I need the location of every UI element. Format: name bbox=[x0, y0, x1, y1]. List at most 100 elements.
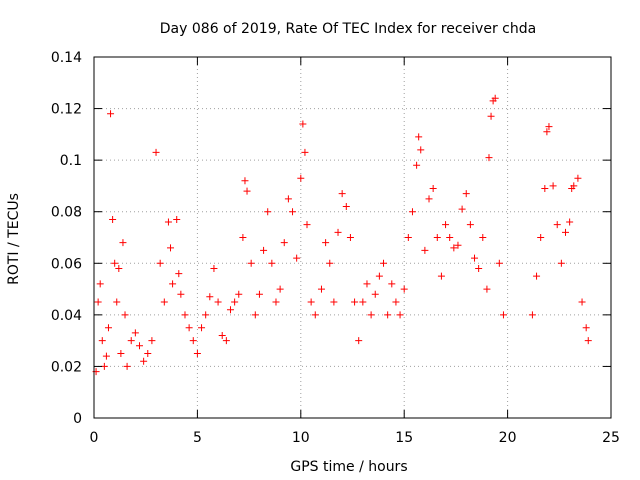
y-tick-label: 0.04 bbox=[51, 308, 82, 324]
data-point bbox=[562, 228, 570, 236]
data-point bbox=[384, 311, 392, 319]
data-point bbox=[214, 298, 222, 306]
data-point bbox=[342, 203, 350, 211]
data-point bbox=[311, 311, 319, 319]
data-point bbox=[167, 244, 175, 252]
data-point bbox=[119, 239, 127, 247]
data-point bbox=[375, 272, 383, 280]
x-tick-label: 25 bbox=[602, 430, 620, 446]
data-point bbox=[289, 208, 297, 216]
ticks: 0 0.02 0.04 0.06 0.08 0.1 0.12 0.14 0 5 10 15 20 25 bbox=[51, 50, 620, 446]
data-point bbox=[442, 221, 450, 229]
data-point bbox=[280, 239, 288, 247]
data-point bbox=[355, 337, 363, 345]
data-point bbox=[528, 311, 536, 319]
data-point bbox=[276, 285, 284, 293]
y-tick-label: 0.08 bbox=[51, 205, 82, 221]
data-point bbox=[458, 205, 466, 213]
data-point bbox=[371, 290, 379, 298]
data-point bbox=[152, 148, 160, 156]
data-point bbox=[255, 290, 263, 298]
data-point bbox=[293, 254, 301, 262]
data-point bbox=[545, 123, 553, 131]
data-point bbox=[392, 298, 400, 306]
y-tick-label: 0.1 bbox=[60, 153, 82, 169]
data-point bbox=[272, 298, 280, 306]
data-point bbox=[483, 285, 491, 293]
data-point bbox=[210, 264, 218, 272]
data-point bbox=[193, 350, 201, 358]
data-point bbox=[413, 161, 421, 169]
y-tick-label: 0.12 bbox=[51, 102, 82, 118]
data-point bbox=[206, 293, 214, 301]
data-point bbox=[198, 324, 206, 332]
data-point bbox=[241, 177, 249, 185]
data-point bbox=[111, 259, 119, 267]
data-point bbox=[433, 234, 441, 241]
data-point bbox=[307, 298, 315, 306]
data-point bbox=[189, 337, 197, 345]
data-point bbox=[131, 329, 139, 337]
data-point bbox=[408, 208, 416, 216]
data-point bbox=[566, 218, 574, 226]
data-point bbox=[156, 259, 164, 267]
data-point bbox=[113, 298, 121, 306]
data-point bbox=[396, 311, 404, 319]
data-point bbox=[380, 259, 388, 267]
data-point bbox=[127, 337, 135, 345]
grid bbox=[94, 57, 611, 418]
data-point bbox=[251, 311, 259, 319]
data-point bbox=[268, 259, 276, 267]
data-point bbox=[218, 331, 226, 339]
data-point bbox=[243, 187, 251, 195]
data-point bbox=[94, 298, 102, 306]
data-point bbox=[330, 298, 338, 306]
data-point bbox=[109, 215, 117, 223]
data-point bbox=[135, 342, 143, 350]
data-point bbox=[334, 228, 342, 236]
x-tick-label: 15 bbox=[395, 430, 413, 446]
data-point bbox=[222, 337, 230, 345]
data-point bbox=[322, 239, 330, 247]
data-point bbox=[148, 337, 156, 345]
data-point bbox=[102, 352, 110, 360]
x-tick-label: 0 bbox=[90, 430, 99, 446]
data-point bbox=[537, 234, 545, 241]
data-point bbox=[177, 290, 185, 298]
data-point bbox=[140, 357, 148, 365]
data-point bbox=[96, 280, 104, 288]
data-point bbox=[533, 272, 541, 280]
data-point bbox=[495, 259, 503, 267]
data-point bbox=[297, 174, 305, 182]
y-tick-label: 0.14 bbox=[51, 50, 82, 66]
data-point bbox=[284, 195, 292, 203]
data-point bbox=[462, 190, 470, 198]
y-tick-label: 0.06 bbox=[51, 256, 82, 272]
x-axis-label: GPS time / hours bbox=[290, 459, 407, 475]
data-point bbox=[475, 264, 483, 272]
data-point bbox=[164, 218, 172, 226]
data-point bbox=[421, 246, 429, 254]
data-point bbox=[104, 324, 112, 332]
data-point bbox=[247, 259, 255, 267]
data-point bbox=[549, 182, 557, 190]
data-point bbox=[499, 311, 507, 319]
data-point bbox=[231, 298, 239, 306]
data-point bbox=[404, 234, 412, 241]
chart-title: Day 086 of 2019, Rate Of TEC Index for r… bbox=[160, 21, 536, 37]
plot-frame bbox=[93, 56, 612, 419]
x-tick-label: 10 bbox=[292, 430, 310, 446]
data-point bbox=[582, 324, 590, 332]
data-point bbox=[202, 311, 210, 319]
data-point bbox=[543, 128, 551, 136]
data-point bbox=[400, 285, 408, 293]
data-point bbox=[367, 311, 375, 319]
data-point bbox=[303, 221, 311, 229]
data-point bbox=[553, 221, 561, 229]
data-point bbox=[173, 215, 181, 223]
data-point bbox=[107, 110, 115, 118]
data-point bbox=[181, 311, 189, 319]
y-tick-label: 0 bbox=[73, 411, 82, 427]
data-point bbox=[117, 350, 125, 358]
